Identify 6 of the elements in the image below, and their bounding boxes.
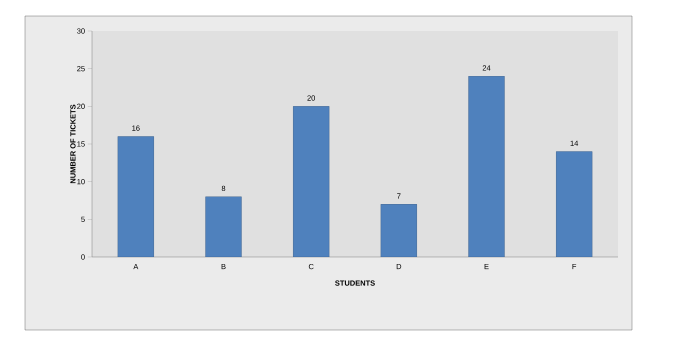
bar [468, 76, 505, 257]
bar [205, 196, 242, 257]
bar [556, 151, 592, 257]
bar [118, 136, 154, 257]
bar [293, 106, 330, 257]
bar [380, 204, 418, 257]
